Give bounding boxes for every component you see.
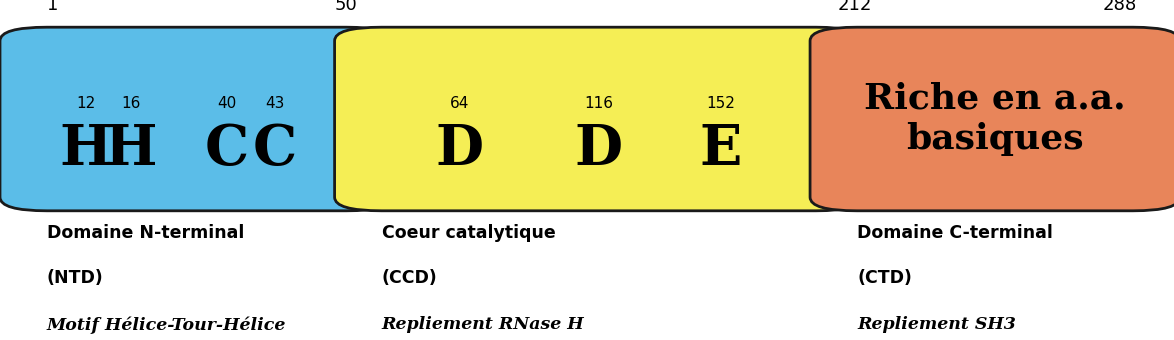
Text: D: D <box>436 122 484 177</box>
Text: Coeur catalytique: Coeur catalytique <box>382 224 555 242</box>
Text: 16: 16 <box>121 96 141 111</box>
Text: Riche en a.a.
basiques: Riche en a.a. basiques <box>864 82 1126 156</box>
FancyBboxPatch shape <box>335 27 863 211</box>
Text: Repliement SH3: Repliement SH3 <box>857 316 1016 333</box>
Text: 43: 43 <box>265 96 284 111</box>
Text: Domaine N-terminal: Domaine N-terminal <box>47 224 244 242</box>
Text: (NTD): (NTD) <box>47 269 103 287</box>
Text: D: D <box>575 122 622 177</box>
Text: 64: 64 <box>450 96 470 111</box>
Text: (CTD): (CTD) <box>857 269 912 287</box>
Text: Domaine C-terminal: Domaine C-terminal <box>857 224 1053 242</box>
Text: 212: 212 <box>837 0 872 14</box>
Text: Repliement RNase H: Repliement RNase H <box>382 316 585 333</box>
Text: H: H <box>104 122 157 177</box>
Text: H: H <box>60 122 113 177</box>
Text: 40: 40 <box>217 96 236 111</box>
Text: 12: 12 <box>76 96 95 111</box>
Text: 152: 152 <box>706 96 735 111</box>
Text: 116: 116 <box>585 96 613 111</box>
Text: 288: 288 <box>1102 0 1136 14</box>
Text: 1: 1 <box>47 0 59 14</box>
FancyBboxPatch shape <box>0 27 393 211</box>
Text: (CCD): (CCD) <box>382 269 437 287</box>
Text: 50: 50 <box>335 0 358 14</box>
Text: C: C <box>252 122 297 177</box>
Text: C: C <box>204 122 249 177</box>
Text: E: E <box>700 122 742 177</box>
FancyBboxPatch shape <box>810 27 1174 211</box>
Text: Motif Hélice-Tour-Hélice: Motif Hélice-Tour-Hélice <box>47 316 286 334</box>
